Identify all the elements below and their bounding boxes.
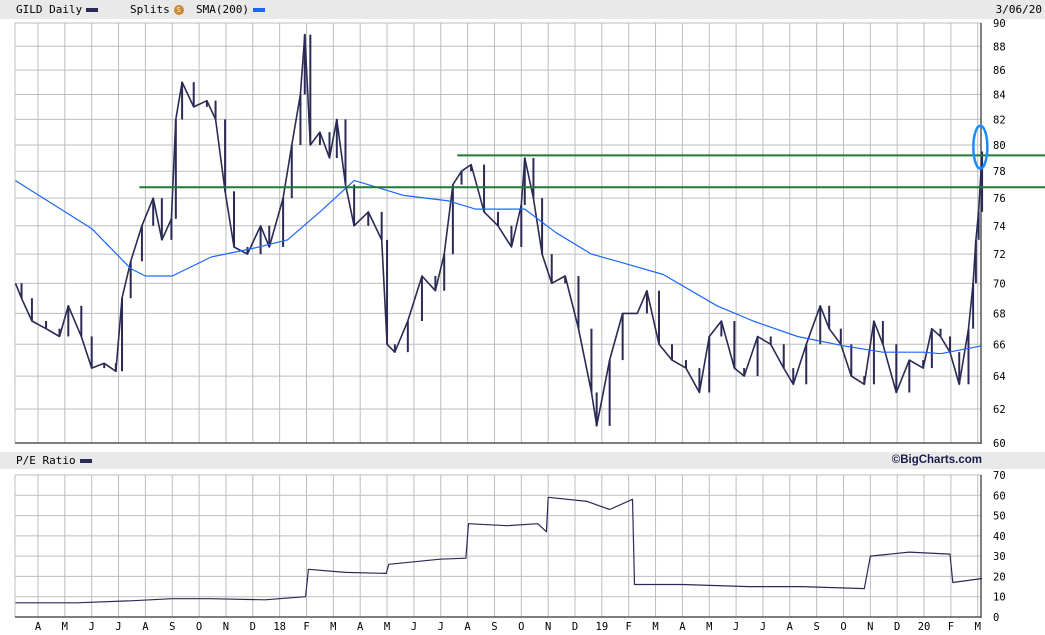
x-tick-label: O [518, 621, 524, 633]
x-tick-label: 19 [596, 621, 609, 633]
price-ytick-label: 78 [993, 166, 1006, 178]
price-line [14, 33, 983, 427]
x-tick-label: S [491, 621, 497, 633]
price-ytick-label: 70 [993, 278, 1006, 290]
pe-header-bar: P/E Ratio ©BigCharts.com [0, 452, 1045, 469]
x-tick-label: S [813, 621, 819, 633]
x-tick-label: O [196, 621, 202, 633]
sma-200-line [15, 180, 983, 355]
pe-ytick-label: 60 [993, 490, 1006, 502]
x-tick-label: M [62, 621, 68, 633]
price-ytick-label: 74 [993, 221, 1006, 233]
x-tick-label: F [303, 621, 309, 633]
price-ytick-label: 82 [993, 114, 1006, 126]
price-ytick-label: 64 [993, 371, 1006, 383]
x-tick-label: A [142, 621, 149, 633]
splits-coin-icon: S [173, 5, 184, 15]
chart-date: 3/06/20 [995, 3, 1042, 16]
x-tick-label: J [115, 621, 121, 633]
pe-ytick-label: 20 [993, 571, 1006, 583]
pe-ytick-label: 10 [993, 592, 1006, 604]
x-tick-label: A [679, 621, 686, 633]
x-tick-label: 20 [918, 621, 931, 633]
x-tick-label: N [545, 621, 551, 633]
legend-gild: GILD Daily [16, 3, 99, 16]
legend-splits-label: Splits [130, 3, 170, 16]
pe-ratio-line [15, 496, 983, 604]
x-tick-label: A [787, 621, 794, 633]
highlight-ellipse [972, 124, 989, 170]
x-tick-label: J [733, 621, 739, 633]
x-tick-label: J [411, 621, 417, 633]
pe-ytick-label: 30 [993, 551, 1006, 563]
pe-ytick-label: 0 [993, 612, 999, 624]
price-ytick-label: 80 [993, 140, 1006, 152]
x-tick-label: A [357, 621, 364, 633]
x-tick-label: N [867, 621, 873, 633]
price-ytick-label: 60 [993, 438, 1006, 450]
legend-splits: Splits S [130, 3, 184, 16]
x-tick-label: O [840, 621, 846, 633]
price-ytick-label: 76 [993, 193, 1006, 205]
x-tick-label: S [169, 621, 175, 633]
price-ytick-label: 68 [993, 308, 1006, 320]
legend-sma-label: SMA(200) [196, 3, 249, 16]
x-tick-label: J [438, 621, 444, 633]
x-tick-label: N [223, 621, 229, 633]
x-tick-label: D [894, 621, 900, 633]
bigcharts-logo: ©BigCharts.com [891, 454, 982, 466]
price-header-bar: GILD Daily Splits S SMA(200) 3/06/20 [0, 0, 1045, 19]
legend-pe-label: P/E Ratio [16, 454, 76, 467]
x-tick-label: J [89, 621, 95, 633]
price-swatch-icon [86, 8, 99, 12]
legend-gild-label: GILD Daily [16, 3, 83, 16]
x-tick-label: F [626, 621, 632, 633]
x-tick-label: D [572, 621, 578, 633]
x-tick-label: D [250, 621, 256, 633]
price-series [20, 34, 984, 426]
pe-swatch-icon [79, 459, 92, 463]
price-ytick-label: 90 [993, 18, 1006, 30]
x-tick-label: M [706, 621, 712, 633]
x-tick-label: A [35, 621, 42, 633]
legend-sma: SMA(200) [196, 3, 265, 16]
pe-ytick-label: 40 [993, 531, 1006, 543]
legend-pe: P/E Ratio [16, 454, 92, 467]
price-ytick-label: 84 [993, 89, 1006, 101]
sma-swatch-icon [252, 8, 265, 12]
price-ytick-label: 62 [993, 404, 1006, 416]
x-tick-label: M [330, 621, 336, 633]
price-ytick-label: 88 [993, 41, 1006, 53]
x-tick-label: F [948, 621, 954, 633]
pe-ytick-label: 70 [993, 470, 1006, 482]
x-tick-label: M [384, 621, 390, 633]
x-tick-label: J [760, 621, 766, 633]
price-ytick-label: 86 [993, 65, 1006, 77]
price-ytick-label: 72 [993, 249, 1006, 261]
pe-ytick-label: 50 [993, 511, 1006, 523]
x-tick-label: M [652, 621, 658, 633]
price-ytick-label: 66 [993, 339, 1006, 351]
x-tick-label: 18 [273, 621, 286, 633]
x-tick-label: M [975, 621, 981, 633]
x-tick-label: A [464, 621, 471, 633]
